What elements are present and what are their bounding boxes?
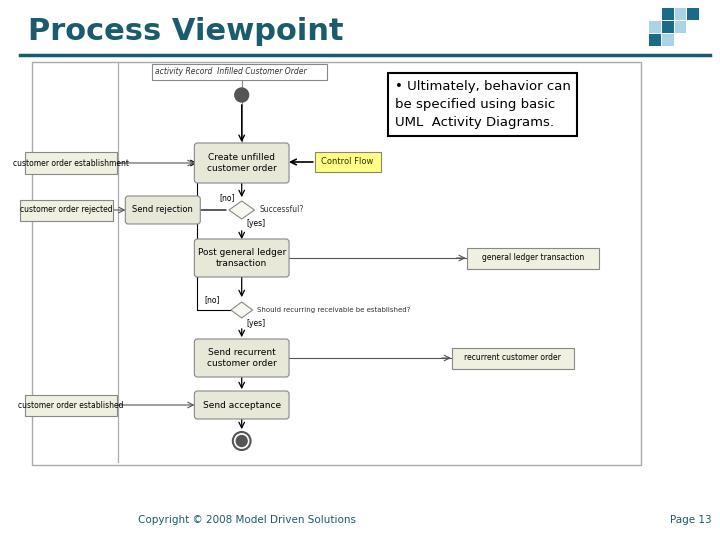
Text: Send rejection: Send rejection [132,206,193,214]
Circle shape [236,435,247,447]
Text: general ledger transaction: general ledger transaction [482,253,584,262]
FancyBboxPatch shape [194,339,289,377]
Text: recurrent customer order: recurrent customer order [464,354,562,362]
Text: Copyright © 2008 Model Driven Solutions: Copyright © 2008 Model Driven Solutions [138,515,356,525]
FancyBboxPatch shape [32,62,641,465]
Text: Control Flow: Control Flow [321,158,374,166]
FancyBboxPatch shape [315,152,381,172]
Text: Send acceptance: Send acceptance [202,401,281,409]
FancyBboxPatch shape [24,395,117,415]
Circle shape [233,432,251,450]
Text: [no]: [no] [219,193,235,202]
Bar [649,21,661,33]
Text: Send recurrent
customer order: Send recurrent customer order [207,348,276,368]
Polygon shape [231,302,253,318]
Text: customer order established: customer order established [18,401,124,409]
Text: [no]: [no] [204,295,220,305]
Polygon shape [229,201,255,219]
Bar [649,34,661,46]
Bar [662,21,674,33]
Text: [yes]: [yes] [247,319,266,327]
FancyBboxPatch shape [194,239,289,277]
Circle shape [235,88,248,102]
Bar [662,34,674,46]
Bar [675,8,686,20]
Text: customer order rejected: customer order rejected [20,206,112,214]
FancyBboxPatch shape [24,152,117,174]
Bar [688,8,699,20]
FancyBboxPatch shape [467,247,599,268]
FancyBboxPatch shape [152,64,326,80]
Text: customer order establishment: customer order establishment [13,159,129,167]
Text: Create unfilled
customer order: Create unfilled customer order [207,153,276,173]
FancyBboxPatch shape [451,348,574,368]
FancyBboxPatch shape [194,391,289,419]
Text: [yes]: [yes] [247,219,266,228]
Text: Process Viewpoint: Process Viewpoint [27,17,343,46]
Text: • Ultimately, behavior can
be specified using basic
UML  Activity Diagrams.: • Ultimately, behavior can be specified … [395,80,570,129]
Bar [662,8,674,20]
Text: Post general ledger
transaction: Post general ledger transaction [197,248,286,268]
Bar [675,21,686,33]
Text: activity Record  Infilled Customer Order: activity Record Infilled Customer Order [155,68,307,77]
Text: Successful?: Successful? [259,206,304,214]
FancyBboxPatch shape [194,143,289,183]
Text: Page 13: Page 13 [670,515,711,525]
Text: Should recurring receivable be established?: Should recurring receivable be establish… [258,307,411,313]
FancyBboxPatch shape [125,196,200,224]
FancyBboxPatch shape [20,199,112,220]
